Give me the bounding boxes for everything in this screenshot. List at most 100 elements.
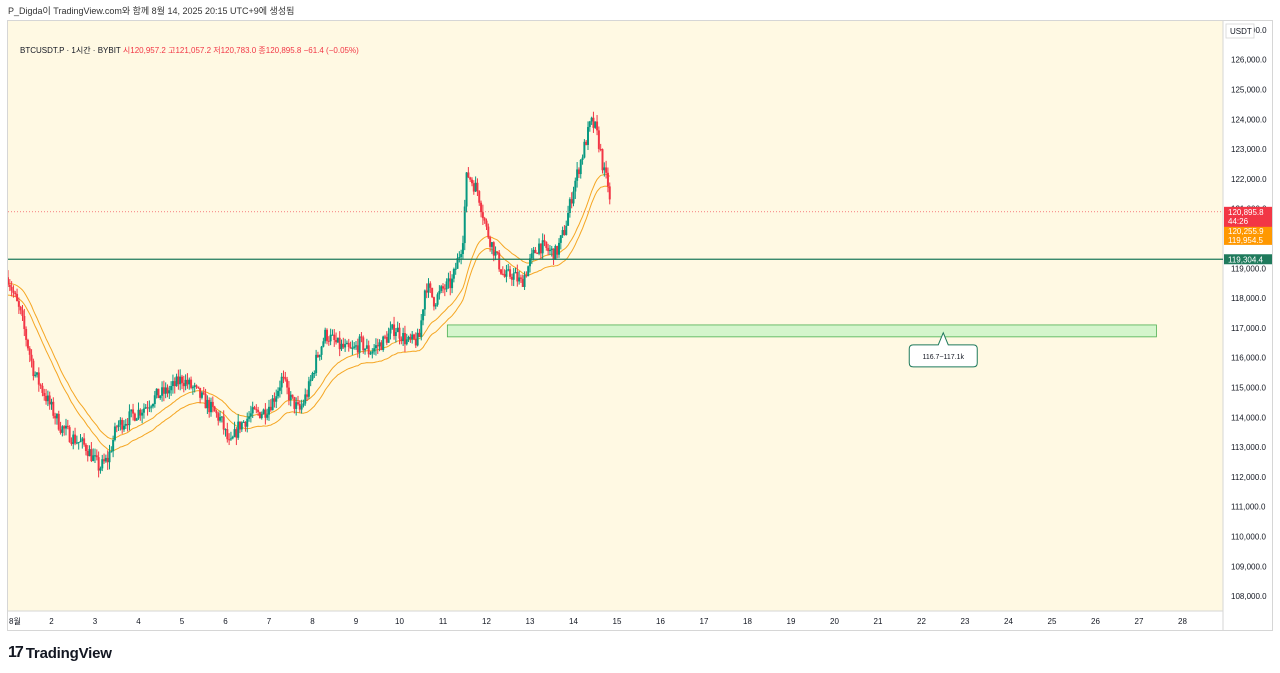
- x-axis-tick-label: 8월: [9, 616, 21, 626]
- candle-body: [162, 387, 165, 394]
- candle-body: [300, 405, 303, 410]
- candle-body: [467, 172, 470, 178]
- candle-body: [170, 386, 173, 391]
- candle-body: [65, 425, 67, 429]
- candle-body: [556, 246, 559, 255]
- candle-body: [184, 379, 187, 387]
- candle-body: [414, 338, 417, 346]
- x-axis-tick-label: 13: [526, 617, 535, 626]
- band-upper-tag-bg: [1224, 225, 1272, 236]
- candle-body: [14, 292, 17, 295]
- candle-body: [550, 248, 553, 250]
- candle-body: [416, 332, 419, 346]
- candle-body: [307, 381, 310, 397]
- candle-body: [561, 230, 564, 236]
- candle-body: [124, 423, 127, 426]
- candle-body: [447, 278, 450, 282]
- chart-panel[interactable]: 116.7~117.1k127,000.0126,000.0125,000.01…: [7, 20, 1273, 631]
- candle-body: [278, 387, 281, 391]
- currency-label-box[interactable]: [1225, 23, 1255, 39]
- candle-body: [440, 286, 443, 291]
- x-axis-tick-label: 8: [310, 617, 315, 626]
- candle-body: [273, 398, 276, 402]
- x-axis-tick-label: 3: [93, 617, 98, 626]
- candle-body: [483, 218, 486, 221]
- candle-body: [48, 395, 51, 405]
- x-axis-tick-label: 14: [569, 617, 578, 626]
- candle-body: [436, 294, 439, 305]
- candle-body: [280, 376, 283, 388]
- candle-body: [233, 429, 236, 437]
- candle-body: [413, 334, 415, 339]
- candle-body: [583, 141, 586, 158]
- candle-body: [465, 172, 468, 207]
- candle-body: [16, 294, 19, 302]
- y-axis-tick-label: 122,000.0: [1231, 175, 1267, 184]
- candle-body: [237, 421, 240, 438]
- candle-body: [474, 182, 477, 192]
- candle-body: [547, 247, 550, 252]
- candle-body: [393, 324, 396, 337]
- candle-body: [425, 290, 428, 293]
- candle-body: [248, 416, 251, 419]
- candle-body: [130, 409, 133, 412]
- candle-body: [66, 425, 69, 428]
- candle-body: [608, 186, 611, 200]
- candle-body: [231, 436, 234, 439]
- candle-body: [478, 191, 481, 203]
- candle-body: [472, 183, 475, 192]
- candle-body: [402, 332, 405, 342]
- candle-body: [302, 403, 305, 406]
- candle-body: [19, 306, 22, 311]
- y-axis-tick-label: 108,000.0: [1231, 592, 1267, 601]
- x-axis-tick-label: 15: [613, 617, 622, 626]
- price-chart-svg[interactable]: 116.7~117.1k127,000.0126,000.0125,000.01…: [8, 21, 1273, 631]
- candle-body: [565, 225, 568, 235]
- candle-body: [567, 212, 570, 226]
- candle-body: [559, 235, 562, 243]
- candle-body: [195, 385, 198, 387]
- candle-body: [75, 442, 78, 444]
- support-zone-rect[interactable]: [446, 324, 1157, 338]
- candle-body: [251, 407, 254, 414]
- candle-body: [487, 226, 490, 238]
- candle-body: [554, 246, 557, 260]
- time-scale-background: [8, 611, 1223, 630]
- candle-body: [331, 334, 334, 336]
- candle-body: [46, 395, 49, 402]
- brand-name: TradingView: [25, 644, 112, 662]
- candle-body: [258, 412, 261, 419]
- candle-body: [422, 309, 425, 321]
- candle-body: [512, 273, 515, 280]
- candle-body: [86, 450, 89, 457]
- candle-body: [597, 130, 600, 149]
- last-price-tag-label: 120,895.8: [1228, 208, 1264, 217]
- zone-callout-box[interactable]: [908, 331, 978, 368]
- candle-body: [106, 457, 109, 463]
- candle-body: [142, 408, 145, 413]
- candle-body: [471, 179, 473, 184]
- candle-body: [222, 416, 225, 430]
- candle-body: [249, 413, 252, 417]
- candle-body: [202, 392, 205, 394]
- candle-body: [282, 376, 285, 378]
- candle-body: [90, 449, 93, 462]
- candle-body: [188, 379, 191, 385]
- candle-body: [144, 407, 147, 409]
- band-lower-line: [8, 185, 611, 452]
- candle-body: [295, 402, 298, 409]
- candle-body: [605, 167, 608, 173]
- candle-body: [306, 394, 309, 397]
- candle-body: [244, 421, 247, 427]
- candle-body: [596, 121, 599, 131]
- x-axis-tick-label: 19: [787, 617, 796, 626]
- candle-body: [219, 417, 222, 421]
- candle-body: [505, 270, 508, 277]
- candle-body: [355, 345, 357, 347]
- candle-body: [226, 429, 229, 440]
- candle-body: [329, 334, 332, 342]
- candle-body: [115, 426, 118, 428]
- candle-body: [461, 243, 464, 255]
- candle-body: [146, 407, 149, 409]
- y-axis-tick-label: 126,000.0: [1231, 56, 1267, 65]
